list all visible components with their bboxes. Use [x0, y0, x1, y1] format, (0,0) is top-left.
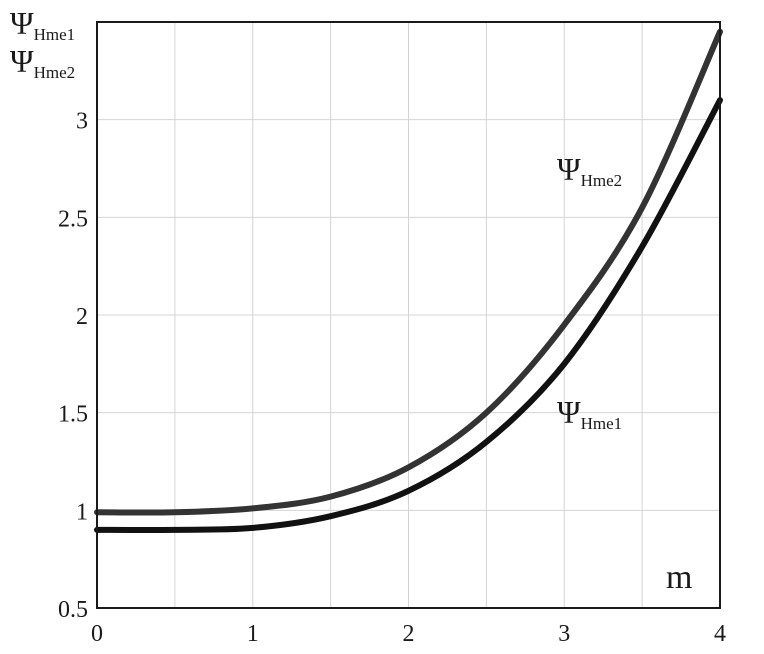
series-label-hme2-subscript: Hme2	[581, 171, 623, 190]
y-tick-label: 3	[76, 109, 88, 135]
x-tick-label: 0	[91, 621, 103, 647]
x-tick-label: 3	[558, 621, 570, 647]
y-tick-label: 2.5	[58, 206, 88, 232]
y-axis-label-1-subscript: Hme1	[34, 25, 76, 44]
y-axis-label-2-subscript: Hme2	[34, 63, 76, 82]
y-axis-label-2: ΨHme2	[10, 43, 75, 82]
series-label-hme2-symbol: Ψ	[557, 151, 581, 187]
series-line-hme1	[94, 97, 723, 534]
y-tick-label: 1.5	[58, 402, 88, 428]
y-tick-label: 2	[76, 304, 88, 330]
y-axis-label-2-symbol: Ψ	[10, 43, 34, 79]
series-label-hme1-subscript: Hme1	[581, 414, 623, 433]
x-axis-label: m	[666, 559, 692, 596]
y-axis-label-1-symbol: Ψ	[10, 5, 34, 41]
y-axis-label-1: ΨHme1	[10, 5, 75, 44]
series-label-hme1-symbol: Ψ	[557, 394, 581, 430]
plot-frame	[96, 21, 721, 609]
series-line-hme2	[94, 28, 723, 516]
series-label-hme2: ΨHme2	[557, 151, 622, 190]
series-label-hme1: ΨHme1	[557, 394, 622, 433]
y-tick-label: 0.5	[58, 597, 88, 623]
x-tick-label: 1	[247, 621, 259, 647]
grid	[97, 22, 720, 608]
y-tick-labels: 0.5 1 1.5 2 2.5 3	[58, 109, 88, 623]
x-tick-labels: 0 1 2 3 4	[91, 621, 726, 647]
x-tick-label: 2	[403, 621, 415, 647]
x-tick-label: 4	[714, 621, 726, 647]
y-tick-label: 1	[76, 499, 88, 525]
series-group	[94, 28, 723, 534]
